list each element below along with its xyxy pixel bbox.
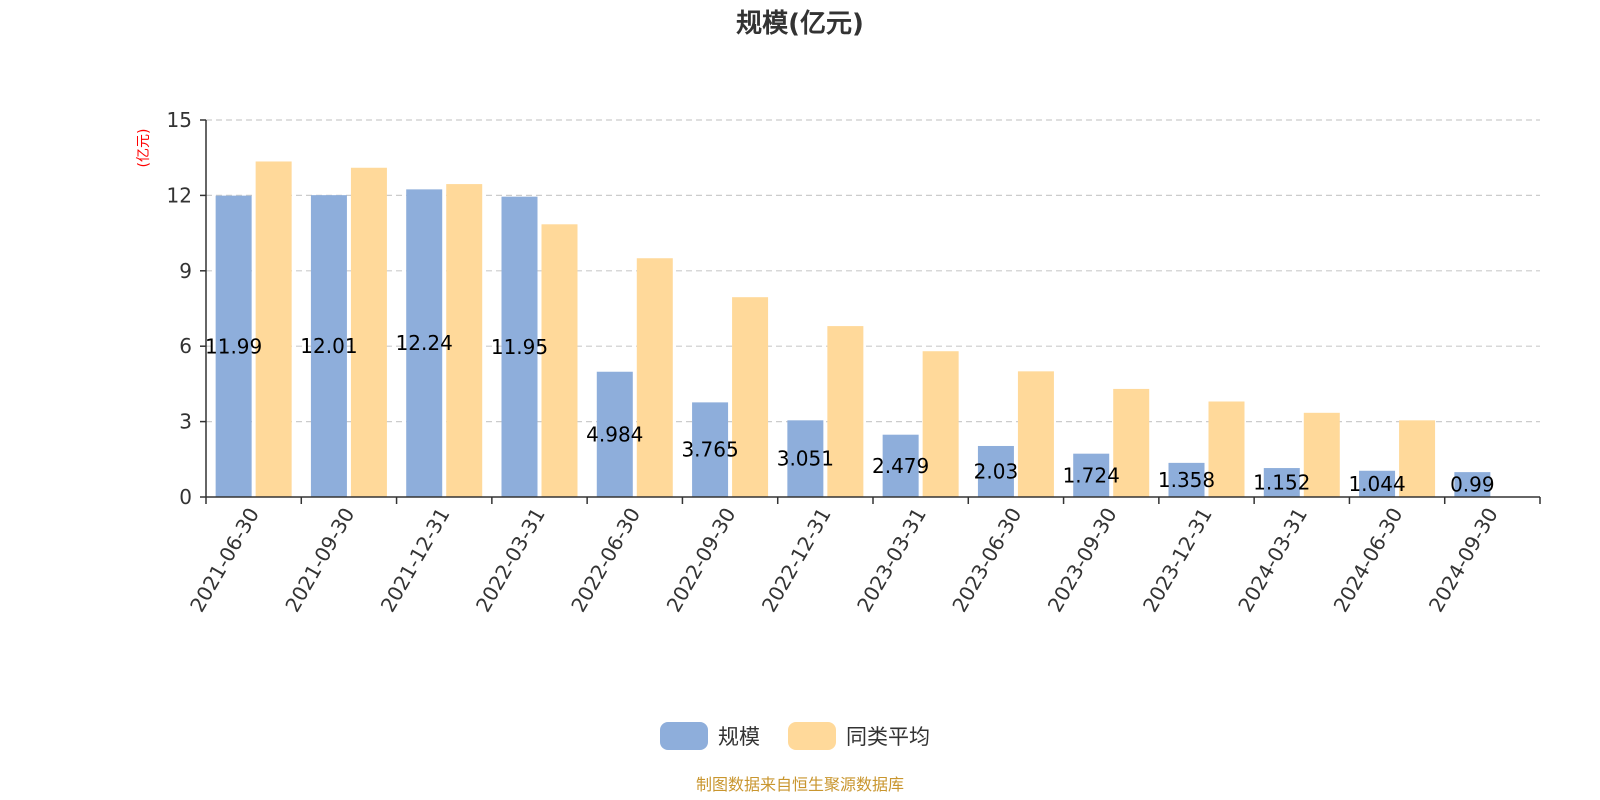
x-tick-label: 2024-03-31 bbox=[1233, 504, 1312, 617]
bar-scale bbox=[882, 434, 919, 497]
bar-peer-average bbox=[1017, 371, 1054, 497]
data-label: 4.984 bbox=[586, 422, 643, 446]
x-tick-label: 2022-03-31 bbox=[471, 504, 550, 617]
y-axis-label: (亿元) bbox=[136, 129, 152, 168]
data-label: 1.152 bbox=[1253, 471, 1310, 495]
data-label: 1.044 bbox=[1348, 472, 1405, 496]
x-tick-label: 2022-06-30 bbox=[566, 504, 645, 617]
x-tick-label: 2022-12-31 bbox=[757, 504, 836, 617]
x-tick-label: 2023-12-31 bbox=[1138, 504, 1217, 617]
bar-scale bbox=[406, 189, 443, 498]
bar-scale bbox=[787, 420, 824, 497]
bar-peer-average bbox=[1303, 412, 1340, 497]
data-label: 2.479 bbox=[872, 454, 929, 478]
bar-scale bbox=[596, 371, 633, 497]
legend-swatch bbox=[788, 722, 836, 750]
x-tick-label: 2021-12-31 bbox=[376, 504, 455, 617]
x-ticks: 2021-06-30 2021-09-30 2021-12-31 2022-03-31… bbox=[185, 497, 1541, 617]
x-tick-label: 2021-09-30 bbox=[280, 504, 359, 617]
x-tick-label: 2023-09-30 bbox=[1043, 504, 1122, 617]
bar-scale bbox=[1359, 470, 1396, 497]
data-label: 3.765 bbox=[681, 438, 738, 462]
data-label: 3.051 bbox=[777, 447, 834, 471]
x-tick-label: 2024-09-30 bbox=[1424, 504, 1503, 617]
legend-label: 同类平均 bbox=[846, 725, 930, 749]
data-label: 12.24 bbox=[396, 331, 453, 355]
y-tick-label: 3 bbox=[179, 410, 192, 434]
data-label: 1.724 bbox=[1063, 463, 1120, 487]
y-tick-label: 9 bbox=[179, 259, 192, 283]
legend: 规模 同类平均 bbox=[660, 722, 930, 750]
y-ticks: 0 3 6 9 12 15 bbox=[167, 108, 206, 509]
bar-scale bbox=[501, 196, 538, 497]
bar-scale bbox=[692, 402, 729, 497]
bar-peer-average bbox=[1208, 401, 1245, 497]
data-label: 11.99 bbox=[205, 334, 262, 358]
bar-peer-average bbox=[732, 297, 769, 497]
legend-swatch bbox=[660, 722, 708, 750]
x-tick-label: 2021-06-30 bbox=[185, 504, 264, 617]
bar-peer-average bbox=[827, 326, 864, 497]
bar-peer-average bbox=[255, 161, 292, 497]
legend-label: 规模 bbox=[718, 725, 760, 749]
axes bbox=[205, 120, 1540, 498]
bar-scale bbox=[1454, 472, 1491, 497]
y-tick-label: 12 bbox=[167, 183, 192, 207]
bars bbox=[215, 161, 1491, 498]
x-tick-label: 2023-06-30 bbox=[947, 504, 1026, 617]
bar-scale bbox=[1168, 462, 1205, 497]
data-label: 12.01 bbox=[300, 334, 357, 358]
source-note: 制图数据来自恒生聚源数据库 bbox=[696, 775, 904, 794]
chart-title: 规模(亿元) bbox=[736, 9, 864, 39]
bar-peer-average bbox=[1399, 420, 1436, 497]
bar-scale bbox=[1263, 468, 1300, 497]
data-label: 0.99 bbox=[1450, 473, 1495, 497]
bar-peer-average bbox=[1113, 388, 1150, 497]
x-tick-label: 2022-09-30 bbox=[661, 504, 740, 617]
x-tick-label: 2023-03-31 bbox=[852, 504, 931, 617]
grid-lines bbox=[206, 119, 1540, 423]
bar-peer-average bbox=[636, 258, 673, 497]
data-label: 1.358 bbox=[1158, 468, 1215, 492]
bar-peer-average bbox=[446, 184, 483, 497]
bar-peer-average bbox=[922, 351, 959, 497]
bar-scale bbox=[977, 445, 1014, 497]
y-tick-label: 15 bbox=[167, 108, 192, 132]
bar-peer-average bbox=[541, 224, 578, 497]
bar-scale bbox=[1073, 453, 1110, 497]
bar-scale bbox=[215, 195, 252, 497]
data-labels: 11.99 12.01 12.24 11.95 4.984 3.765 3.051 2.479… bbox=[205, 331, 1495, 496]
x-tick-label: 2024-06-30 bbox=[1328, 504, 1407, 617]
data-label: 11.95 bbox=[491, 335, 548, 359]
y-tick-label: 6 bbox=[179, 334, 192, 358]
y-tick-label: 0 bbox=[179, 485, 192, 509]
bar-scale bbox=[310, 195, 347, 497]
data-label: 2.03 bbox=[974, 459, 1019, 483]
bar-peer-average bbox=[350, 167, 387, 497]
